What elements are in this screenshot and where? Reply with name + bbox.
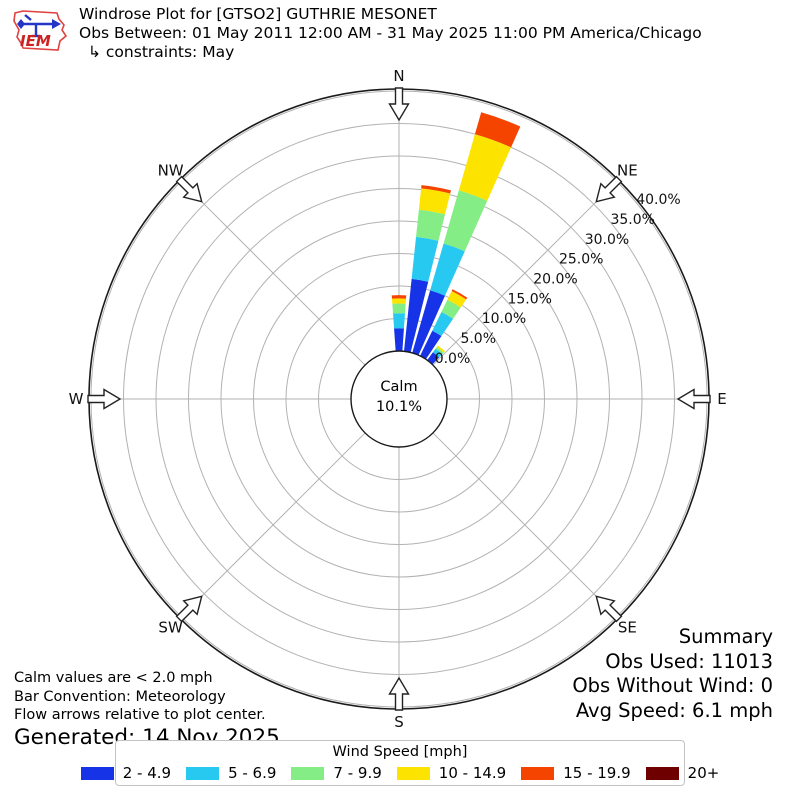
summary-title: Summary <box>678 625 773 648</box>
radial-tick-label: 0.0% <box>435 351 471 367</box>
windrose-bar-segment <box>411 236 439 282</box>
windrose-bar-segment <box>441 299 461 319</box>
constraints-note: ↳ constraints: May <box>88 43 235 61</box>
radial-tick-label: 20.0% <box>533 271 577 287</box>
windrose-bar-segment <box>420 330 442 360</box>
iem-logo-text: IEM <box>20 32 51 50</box>
summary-avg-speed: Avg Speed: 6.1 mph <box>575 698 773 722</box>
page-title: Windrose Plot for [GTSO2] GUTHRIE MESONE… <box>79 5 437 23</box>
windrose-bar-segment <box>432 312 454 337</box>
direction-label-ne: NE <box>617 162 638 180</box>
windrose-bar-segment <box>421 185 452 194</box>
windrose-bar-segment <box>436 345 445 353</box>
radial-tick-label: 30.0% <box>585 232 629 248</box>
legend-item: 15 - 19.9 <box>521 764 631 782</box>
windrose-bar-segment <box>427 352 440 365</box>
windrose-bar-segment <box>458 134 512 201</box>
legend-item-label: 20+ <box>687 764 720 782</box>
legend-swatch-icon <box>645 766 679 780</box>
footer-notes: Calm values are < 2.0 mph Bar Convention… <box>14 669 280 750</box>
legend-item: 7 - 9.9 <box>291 764 382 782</box>
legend-item-label: 2 - 4.9 <box>122 764 172 782</box>
windrose-bar-segment <box>474 112 521 148</box>
obs-range-subtitle: Obs Between: 01 May 2011 12:00 AM - 31 M… <box>79 24 702 42</box>
flow-arrow-n <box>388 87 410 122</box>
radial-tick-label: 15.0% <box>507 291 551 307</box>
windrose-bar-segment <box>443 190 488 252</box>
header: Windrose Plot for [GTSO2] GUTHRIE MESONE… <box>79 5 702 62</box>
windrose-bar-segment <box>416 209 446 241</box>
direction-label-n: N <box>393 67 404 85</box>
legend-item-label: 5 - 6.9 <box>228 764 277 782</box>
radial-tick-label: 40.0% <box>636 192 680 208</box>
flow-arrow-e <box>676 388 711 410</box>
direction-label-e: E <box>717 390 726 408</box>
legend: Wind Speed [mph] 2 - 4.9 5 - 6.9 7 - 9.9 10… <box>80 740 719 786</box>
windrose-bar-segment <box>394 328 404 352</box>
legend-item-label: 10 - 14.9 <box>438 764 507 782</box>
legend-item: 20+ <box>645 764 720 782</box>
windrose-bar-segment <box>391 298 407 304</box>
windrose-bar-segment <box>430 243 465 296</box>
legend-item: 10 - 14.9 <box>396 764 507 782</box>
radial-tick-label: 5.0% <box>460 331 496 347</box>
windrose-bar-segment <box>447 291 467 308</box>
radial-tick-label: 25.0% <box>559 252 603 268</box>
flow-arrow-ne <box>595 175 623 203</box>
grid-spoke <box>179 432 366 619</box>
windrose-bar-segment <box>432 348 443 358</box>
iem-logo: IEM <box>8 3 70 65</box>
calm-word: Calm <box>380 379 418 395</box>
windrose-bar-segment <box>418 188 451 215</box>
legend-swatch-icon <box>186 766 220 780</box>
flow-arrow-sw <box>175 595 203 623</box>
radial-tick-label: 10.0% <box>482 311 526 327</box>
calm-circle <box>350 350 448 448</box>
wind-vane-icon <box>21 14 52 38</box>
summary-block: Summary Obs Used: 11013 Obs Without Wind… <box>572 625 773 723</box>
legend-item-label: 7 - 9.9 <box>333 764 382 782</box>
direction-label-s: S <box>394 713 404 731</box>
windrose-bar-segment <box>393 313 405 329</box>
windrose-bar-segment <box>392 303 406 314</box>
flow-arrow-nw <box>175 175 203 203</box>
legend-swatch-icon <box>396 766 430 780</box>
radial-tick-label: 35.0% <box>610 212 654 228</box>
direction-label-nw: NW <box>158 162 184 180</box>
legend-item-label: 15 - 19.9 <box>563 764 631 782</box>
legend-title: Wind Speed [mph] <box>332 744 468 760</box>
bar-convention-note: Bar Convention: Meteorology <box>14 688 226 705</box>
legend-items: 2 - 4.9 5 - 6.9 7 - 9.9 10 - 14.9 15 - 19.9 2… <box>80 764 719 782</box>
calm-center-label: Calm 10.1% <box>349 378 449 417</box>
windrose-bar-segment <box>391 295 407 299</box>
flow-arrow-w <box>87 388 122 410</box>
flow-arrow-s <box>388 676 410 711</box>
grid-spoke <box>432 179 619 366</box>
grid-spoke <box>179 179 366 366</box>
legend-swatch-icon <box>521 766 555 780</box>
flow-arrow-note: Flow arrows relative to plot center. <box>14 707 266 723</box>
direction-label-sw: SW <box>158 618 183 636</box>
windrose-bar-segment <box>435 347 444 355</box>
summary-obs-without-wind: Obs Without Wind: 0 <box>572 674 773 697</box>
windrose-bar-segment <box>404 278 429 353</box>
legend-swatch-icon <box>291 766 325 780</box>
legend-item: 5 - 6.9 <box>186 764 276 782</box>
calm-percent: 10.1% <box>375 398 423 415</box>
legend-item: 2 - 4.9 <box>80 764 172 782</box>
direction-label-w: W <box>69 390 84 408</box>
flow-arrow-se <box>595 595 623 623</box>
windrose-bar-segment <box>451 289 468 300</box>
legend-swatch-icon <box>80 766 114 780</box>
direction-label-se: SE <box>618 618 637 636</box>
grid-spoke <box>432 432 619 619</box>
windrose-bar-segment <box>412 290 445 356</box>
iowa-outline-icon: IEM <box>13 10 68 51</box>
summary-obs-used: Obs Used: 11013 <box>605 649 773 673</box>
calm-threshold-note: Calm values are < 2.0 mph <box>14 670 213 686</box>
